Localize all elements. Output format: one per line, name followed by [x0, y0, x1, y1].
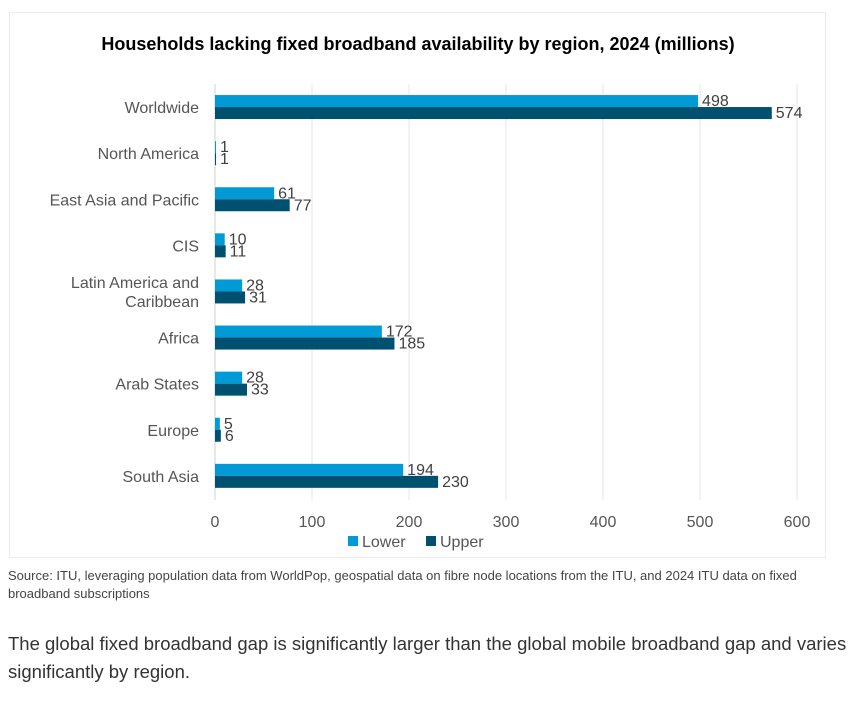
category-label: Africa: [158, 331, 199, 348]
bar-upper: [215, 475, 439, 488]
x-tick-label: 200: [396, 514, 423, 531]
x-tick-label: 300: [493, 514, 520, 531]
bar-lower: [215, 141, 216, 154]
category-label: North America: [98, 146, 199, 163]
bar-lower: [215, 371, 243, 384]
legend-swatch-lower: [348, 536, 358, 546]
bar-lower: [215, 233, 225, 246]
chart-frame: [9, 12, 826, 558]
bar-lower: [215, 95, 699, 108]
bar-upper: [215, 245, 226, 258]
bar-upper: [215, 199, 290, 212]
x-tick-label: 600: [784, 514, 811, 531]
bar-upper: [215, 337, 395, 350]
data-label: 172: [386, 324, 413, 341]
source-note: Source: ITU, leveraging population data …: [8, 568, 797, 601]
x-tick-label: 100: [299, 514, 326, 531]
bar-lower: [215, 325, 382, 338]
x-tick-label: 400: [590, 514, 617, 531]
bar-lower: [215, 279, 243, 292]
data-label: 6: [225, 428, 234, 445]
data-label: 10: [229, 231, 247, 248]
data-label: 1: [220, 151, 229, 168]
category-label: East Asia and Pacific: [50, 192, 199, 209]
legend-swatch-upper: [426, 536, 436, 546]
chart-title: Households lacking fixed broadband avail…: [101, 34, 735, 54]
x-tick-label: 500: [687, 514, 714, 531]
category-label: Europe: [147, 423, 199, 440]
data-label: 5: [224, 416, 233, 433]
data-label: 1: [220, 139, 229, 156]
bar-upper: [215, 429, 221, 442]
bar-upper: [215, 291, 246, 304]
bar-lower: [215, 463, 404, 476]
data-label: 33: [251, 382, 269, 399]
legend-label: Lower: [362, 534, 406, 551]
data-label: 194: [407, 462, 434, 479]
data-label: 77: [294, 197, 312, 214]
bar-lower: [215, 187, 275, 200]
legend-label: Upper: [440, 534, 484, 551]
data-label: 230: [442, 474, 469, 491]
bar-lower: [215, 417, 220, 430]
data-label: 28: [246, 277, 264, 294]
data-label: 11: [230, 243, 247, 260]
bar-upper: [215, 153, 216, 166]
data-label: 31: [249, 289, 267, 306]
data-label: 61: [278, 185, 296, 202]
caption: The global fixed broadband gap is signif…: [8, 633, 847, 682]
data-label: 28: [246, 370, 264, 387]
data-label: 185: [398, 336, 425, 353]
category-label: Arab States: [115, 377, 199, 394]
category-label: Latin America and: [71, 275, 199, 292]
category-label: South Asia: [123, 469, 200, 486]
data-label: 498: [702, 93, 729, 110]
bar-chart: 0 100 200 300 400 500 600 Worldwide 498 574 North …: [50, 84, 811, 551]
category-label: Caribbean: [125, 294, 199, 311]
category-label: CIS: [172, 238, 199, 255]
bar-upper: [215, 383, 248, 396]
bar-upper: [215, 107, 772, 120]
category-label: Worldwide: [125, 100, 200, 117]
x-tick-label: 0: [211, 514, 220, 531]
data-label: 574: [776, 105, 803, 122]
